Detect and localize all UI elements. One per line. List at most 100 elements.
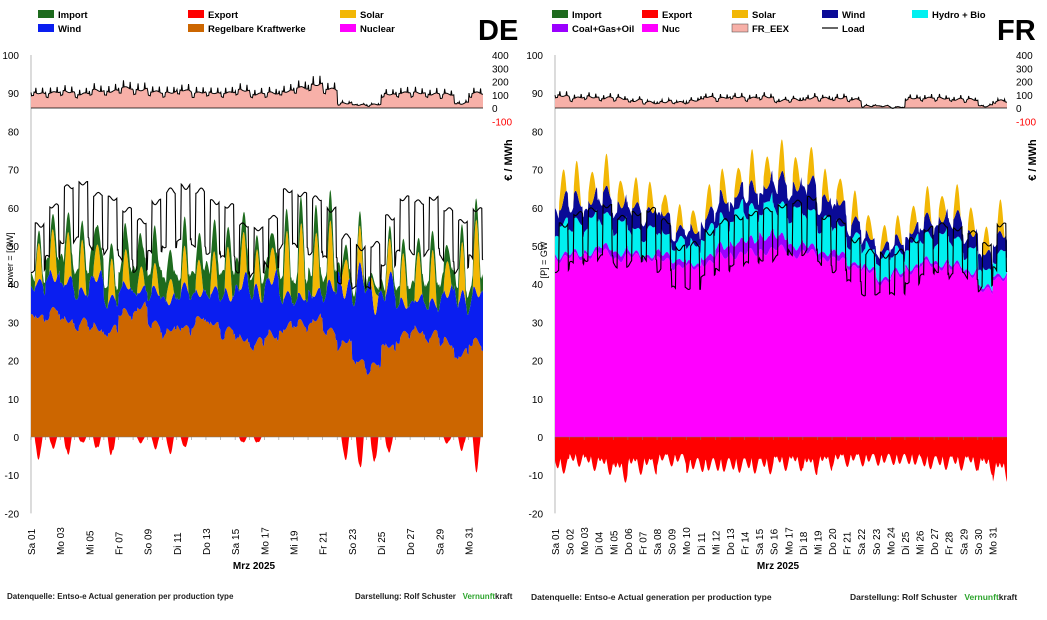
series-area-solar	[31, 219, 483, 315]
x-tick-label: Sa 15	[231, 528, 242, 555]
price-tick-label: 200	[492, 78, 509, 89]
legend-label-wind: Wind	[58, 24, 81, 35]
x-tick-label: Di 11	[173, 532, 184, 555]
series-area-hydro-bio	[555, 192, 1007, 292]
x-tick-label: Sa 08	[653, 528, 664, 555]
legend-swatch-wind_fr	[822, 10, 838, 18]
series-line-load	[30, 180, 484, 290]
x-tick-label: Mi 12	[711, 530, 722, 555]
price-tick-label: 0	[1016, 104, 1022, 115]
x-tick-label: Mi 26	[916, 530, 927, 555]
series-area-wind	[555, 170, 1007, 280]
x-tick-label: Di 11	[697, 532, 708, 555]
de-chart: DE Import Export Solar Wind Regelbare Kraftwe…	[2, 10, 518, 572]
y-tick-label: 90	[532, 89, 544, 100]
x-tick-label: Mo 24	[886, 527, 897, 555]
de-chart-panel: DE Import Export Solar Wind Regelbare Kraftwe…	[0, 0, 523, 620]
series-area-export	[31, 437, 483, 473]
price-tick-label: 200	[1016, 78, 1033, 89]
price-area	[555, 91, 1007, 109]
de-source-note: Datenquelle: Entso-e Actual generation p…	[7, 592, 234, 601]
y-tick-label: 50	[532, 242, 544, 253]
price-tick-label: 300	[492, 64, 509, 75]
price-area	[31, 75, 483, 108]
legend-label-regelbare: Regelbare Kraftwerke	[208, 24, 306, 35]
x-tick-label: Mo 10	[682, 527, 693, 555]
price-tick-label: -100	[492, 117, 512, 128]
x-tick-label: Mo 17	[260, 527, 271, 555]
x-tick-label: Fr 07	[638, 531, 649, 555]
x-tick-label: Mi 19	[289, 530, 300, 555]
y-tick-label: 80	[8, 127, 20, 138]
series-area-nuc	[555, 244, 1007, 437]
y-tick-label: 40	[532, 280, 544, 291]
x-tick-label: Mo 31	[988, 527, 999, 555]
legend-label-solar: Solar	[752, 10, 776, 21]
x-tick-label: Sa 29	[435, 528, 446, 555]
fr-credit-kraft: kraft	[998, 592, 1018, 602]
y-tick-label: 40	[8, 280, 20, 291]
price-tick-label: 400	[1016, 51, 1033, 62]
fr-chart-panel: FR Import Export Solar Wind Hydro + Bio Coal+G…	[524, 0, 1047, 620]
price-tick-label: 100	[1016, 91, 1033, 102]
legend-label-coal_gas_oil: Coal+Gas+Oil	[572, 24, 634, 35]
x-tick-label: So 16	[770, 528, 781, 555]
y-tick-label: 100	[2, 51, 19, 62]
y-tick-label: -20	[529, 509, 544, 520]
x-tick-label: Di 25	[377, 531, 388, 555]
legend-swatch-import	[552, 10, 568, 18]
x-tick-label: Di 04	[595, 531, 606, 555]
y-tick-label: 100	[526, 51, 543, 62]
price-axis-label: € / MWh	[1027, 139, 1039, 181]
fr-credit: Darstellung: Rolf Schuster Vernunftkraft	[850, 592, 1017, 602]
y-tick-label: 0	[13, 433, 19, 444]
y-tick-label: 80	[532, 127, 544, 138]
series-area-coal-gas-oil	[555, 228, 1007, 295]
price-line	[30, 75, 484, 107]
de-credit: Darstellung: Rolf Schuster Vernunftkraft	[355, 592, 512, 601]
x-tick-label: Mo 31	[464, 527, 475, 555]
legend-label-hydro_bio: Hydro + Bio	[932, 10, 986, 21]
legend-label-solar: Solar	[360, 10, 384, 21]
legend-swatch-export	[642, 10, 658, 18]
y-tick-label: 30	[8, 318, 20, 329]
price-tick-label: 300	[1016, 64, 1033, 75]
fr-credit-name: Darstellung: Rolf Schuster	[850, 592, 958, 602]
x-tick-label: Mi 19	[813, 530, 824, 555]
y-tick-label: 60	[8, 204, 20, 215]
x-tick-label: Do 27	[930, 528, 941, 555]
legend-label-load: Load	[842, 24, 865, 35]
legend-swatch-hydro_bio	[912, 10, 928, 18]
series-area-regelbare	[31, 301, 483, 437]
legend-swatch-solar	[340, 10, 356, 18]
y-tick-label: 10	[8, 395, 20, 406]
price-tick-label: 400	[492, 51, 509, 62]
x-tick-label: Do 13	[726, 528, 737, 555]
y-tick-label: 50	[8, 242, 20, 253]
x-tick-label: Mo 17	[784, 527, 795, 555]
legend-swatch-regelbare	[188, 24, 204, 32]
x-tick-label: Fr 07	[114, 531, 125, 555]
x-tick-label: So 09	[668, 528, 679, 555]
x-tick-label: Sa 22	[857, 528, 868, 555]
x-tick-label: Sa 01	[551, 528, 562, 555]
y-tick-label: 30	[532, 318, 544, 329]
price-tick-label: 100	[492, 91, 509, 102]
y-tick-label: -10	[5, 471, 20, 482]
x-tick-label: Sa 29	[959, 528, 970, 555]
legend-label-price_fill: FR_EEX	[752, 24, 790, 35]
fr-credit-vernunft: Vernunft	[964, 592, 999, 602]
legend-label-export: Export	[208, 10, 239, 21]
price-tick-label: 0	[492, 104, 498, 115]
y-tick-label: -20	[5, 509, 20, 520]
y-tick-label: 20	[8, 357, 20, 368]
de-credit-vernunft: Vernunft	[462, 592, 496, 601]
x-axis-label: Mrz 2025	[757, 561, 800, 572]
x-tick-label: Do 20	[828, 528, 839, 555]
x-tick-label: Fr 28	[945, 531, 956, 555]
x-tick-label: Di 18	[799, 531, 810, 555]
legend-swatch-import	[38, 10, 54, 18]
x-tick-label: Fr 21	[843, 531, 854, 555]
legend-swatch-export	[188, 10, 204, 18]
y-tick-label: 70	[532, 166, 544, 177]
